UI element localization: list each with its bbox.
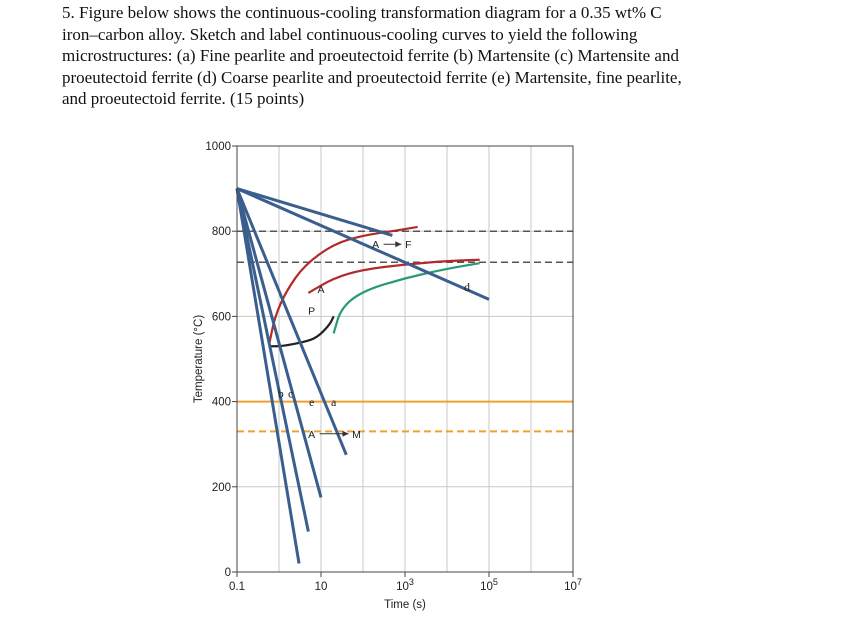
phase-annotation: F — [405, 239, 411, 251]
y-tick-label: 0 — [225, 567, 231, 579]
curve-label-a: a — [331, 395, 337, 409]
transformation-curve-start — [268, 225, 418, 343]
arrow-icon — [319, 430, 349, 437]
phase-annotation: A — [317, 284, 324, 296]
question-text: 5. Figure below shows the continuous-coo… — [62, 2, 722, 110]
phase-annotation: M — [352, 429, 361, 441]
cooling-curve-d — [236, 187, 490, 301]
x-tick-label: 105 — [480, 577, 498, 593]
cooling-curve-b — [235, 188, 301, 564]
transformation-curve-stop — [269, 315, 335, 348]
transformation-curve-finish — [332, 262, 480, 334]
axes: 0 200 400 600 800 1000 0.1 10 103 105 107 Time (s) T… — [193, 141, 582, 611]
y-tick-label: 800 — [212, 226, 231, 238]
y-tick-label: 1000 — [205, 141, 231, 153]
transformation-curve-ferrite-pearlite — [307, 258, 480, 294]
question-line-1: 5. Figure below shows the continuous-coo… — [62, 3, 662, 22]
cooling-curve-e — [235, 188, 323, 498]
cooling-curves — [235, 187, 490, 564]
y-tick-label: 200 — [212, 482, 231, 494]
y-axis-title: Temperature (°C) — [193, 315, 205, 403]
x-tick-label: 0.1 — [229, 581, 245, 593]
curve-label-c: c — [288, 386, 293, 400]
curve-label-b: b — [278, 386, 284, 400]
question-line-2: iron–carbon alloy. Sketch and label cont… — [62, 24, 638, 44]
cooling-curve-c — [235, 188, 310, 532]
curve-label-e: e — [309, 395, 314, 409]
x-axis-title: Time (s) — [384, 599, 426, 611]
cooling-curve-a — [235, 188, 348, 456]
curve-label-d: d — [464, 280, 470, 294]
question-line-4: proeutectoid ferrite (d) Coarse pearlite… — [62, 67, 682, 87]
x-tick-label: 103 — [396, 577, 414, 593]
x-tick-label: 10 — [315, 581, 328, 593]
question-line-5: and proeutectoid ferrite. (15 points) — [62, 89, 305, 108]
x-tick-label: 107 — [564, 577, 582, 593]
question-line-3: microstructures: (a) Fine pearlite and p… — [62, 46, 679, 65]
phase-annotation: P — [308, 305, 315, 317]
phase-annotation: A — [372, 239, 379, 251]
y-tick-label: 600 — [212, 311, 231, 323]
y-tick-label: 400 — [212, 397, 231, 409]
arrow-icon — [383, 241, 402, 248]
transformation-curves — [268, 225, 480, 348]
phase-annotation: A — [308, 429, 315, 441]
cooling-curve — [236, 187, 393, 237]
